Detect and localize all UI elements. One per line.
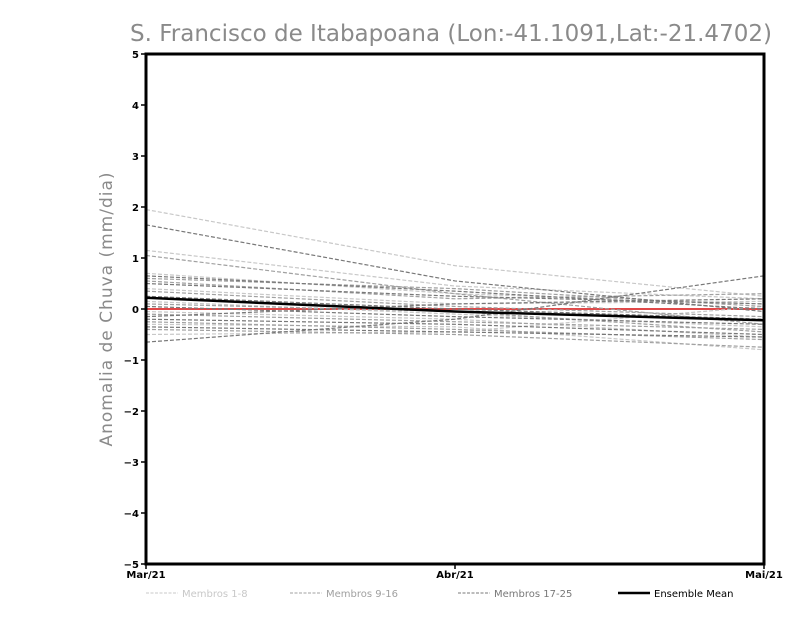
legend-label-4: Ensemble Mean [654,589,733,600]
ensemble-mean-line [145,296,765,322]
legend-label-3: Membros 17-25 [494,589,572,600]
y-axis-label: Anomalia de Chuva (mm/dia) [97,171,117,446]
y-tick-label: 0 [132,305,139,316]
series-line-group2-member5 [145,313,765,330]
series-line-group2-member6 [145,321,765,341]
series-line-group3-member6 [145,318,765,336]
chart-title: S. Francisco de Itabapoana (Lon:-41.1091… [130,21,772,47]
x-tick-label: Mar/21 [126,570,165,581]
y-tick-label: 4 [132,101,139,112]
y-tick-label: 1 [132,254,139,265]
series-line-group1-member1 [145,208,765,297]
series-line-group3-member4 [145,295,765,320]
series-line-group1-member3 [145,272,765,305]
series-line-group2-member1 [145,254,765,325]
legend-label-2: Membros 9-16 [326,589,398,600]
series-line-group3-member3 [145,282,765,305]
y-tick-label: 3 [132,152,139,163]
y-tick-label: −5 [124,560,139,571]
series-line-group3-member5 [145,305,765,325]
series-line-group2-member7 [145,328,765,348]
legend-label-1: Membros 1-8 [182,589,248,600]
series-line-group3-member7 [145,326,765,338]
series-line-group3-member1 [145,224,765,313]
y-tick-label: −3 [124,458,139,469]
series-line-group3-member9 [145,298,765,318]
series-line-group3-member8 [145,275,765,343]
y-tick-label: 5 [132,50,139,61]
y-tick-label: 2 [132,203,139,214]
legend: Membros 1-8 Membros 9-16 Membros 17-25 Ense… [146,589,733,600]
y-tick-label: −4 [124,509,139,520]
x-tick-label: Abr/21 [436,570,473,581]
x-tick-label: Mai/21 [745,570,783,581]
series-line-group1-member7 [145,323,765,351]
series-line-group1-member5 [145,300,765,328]
series-line-group2-member2 [145,277,765,308]
series-line-group3-member2 [145,275,765,310]
series-line-group1-member2 [145,249,765,300]
series-line-group2-member3 [145,290,765,318]
y-tick-label: −1 [124,356,139,367]
series-line-group2-member8 [145,280,765,300]
y-tick-label: −2 [124,407,139,418]
